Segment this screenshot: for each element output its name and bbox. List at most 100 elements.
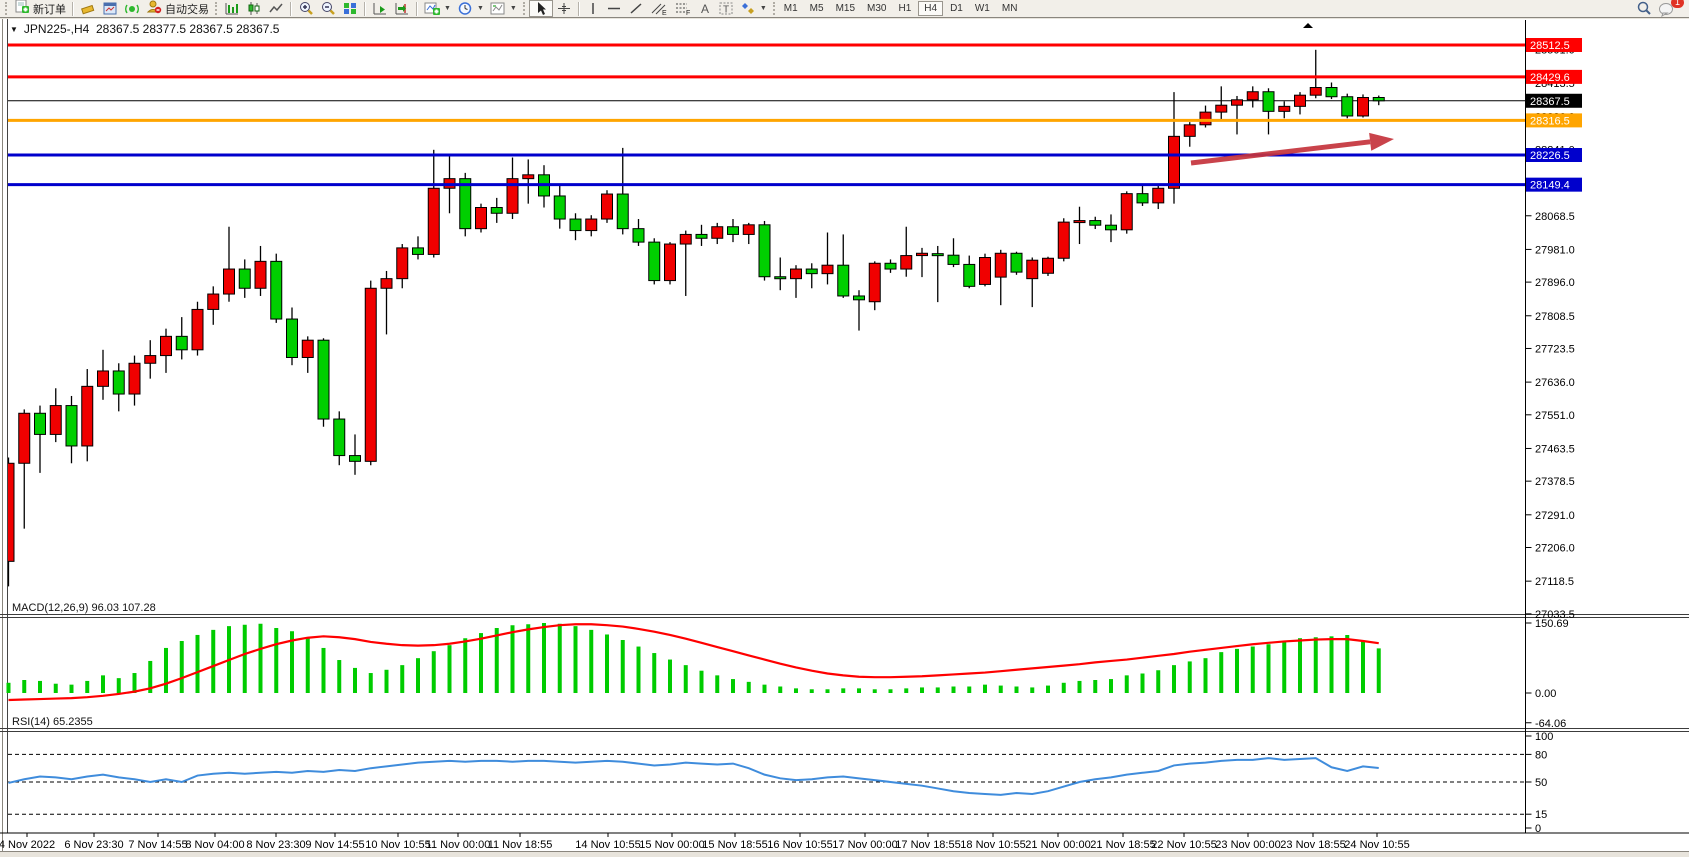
horizontal-line-tool-button[interactable]: [603, 0, 625, 17]
svg-text:27551.0: 27551.0: [1535, 410, 1575, 422]
fibonacci-tool-button[interactable]: F: [671, 0, 695, 17]
candle-body: [522, 174, 535, 180]
dropdown-caret-icon: ▼: [476, 5, 484, 12]
candle-body: [1325, 87, 1338, 98]
candle-body: [1357, 97, 1369, 117]
candle-body: [900, 255, 913, 270]
candle-body: [18, 412, 31, 464]
candle-body: [853, 295, 865, 301]
candle-body: [8, 462, 15, 562]
candle-body: [994, 252, 1007, 278]
candle-body: [1168, 135, 1180, 189]
svg-text:11 Nov 18:55: 11 Nov 18:55: [488, 839, 553, 851]
chat-button[interactable]: 1: [1655, 0, 1684, 17]
svg-text:21 Nov 18:55: 21 Nov 18:55: [1090, 839, 1155, 851]
periods-button[interactable]: ▼: [454, 0, 487, 17]
macd-signal-line: [8, 623, 1379, 702]
tile-windows-button[interactable]: [339, 0, 361, 17]
svg-text:0: 0: [1535, 823, 1541, 835]
timeframe-button-H4[interactable]: H4: [918, 1, 944, 16]
toolbar-separator: [364, 1, 366, 16]
candle-body: [1278, 105, 1291, 112]
search-button[interactable]: [1633, 0, 1655, 17]
eraser-button[interactable]: [77, 0, 99, 17]
equidistant-channel-tool-button[interactable]: E: [647, 0, 671, 17]
trendline-tool-button[interactable]: [625, 0, 647, 17]
svg-text:27033.5: 27033.5: [1535, 609, 1575, 621]
line-chart-type-button[interactable]: [265, 0, 287, 17]
timeframe-button-M30[interactable]: M30: [867, 3, 887, 14]
new-order-label: 新订单: [33, 3, 66, 16]
toolbar-drag-handle[interactable]: [522, 2, 526, 15]
dropdown-caret-icon: ▼: [759, 5, 767, 12]
candle-body: [1294, 94, 1306, 107]
macd-histogram: [6, 623, 1381, 693]
chart-canvas[interactable]: 28501.028413.528326.028241.028153.528068…: [0, 19, 1689, 852]
candle-body: [207, 293, 220, 310]
candlestick-type-button[interactable]: [243, 0, 265, 17]
candle-body: [821, 264, 834, 275]
svg-text:150.69: 150.69: [1535, 618, 1569, 630]
candle-body: [1309, 87, 1322, 96]
svg-text:15 Nov 00:00: 15 Nov 00:00: [639, 839, 704, 851]
candle-body: [380, 278, 393, 289]
new-order-icon: [14, 0, 30, 19]
candle-body: [65, 405, 78, 447]
trend-arrow-annotation[interactable]: [1190, 132, 1394, 166]
text-tool-button[interactable]: A: [695, 0, 715, 17]
timeframe-button-M15[interactable]: M15: [835, 3, 856, 14]
svg-text:F: F: [686, 10, 690, 16]
cursor-button[interactable]: [528, 0, 553, 17]
svg-text:16 Nov 10:55: 16 Nov 10:55: [767, 839, 832, 851]
toolbar-drag-handle[interactable]: [215, 2, 218, 15]
templates-button[interactable]: ▼: [487, 0, 520, 17]
svg-text:28316.5: 28316.5: [1530, 115, 1570, 127]
timeframe-button-M5[interactable]: M5: [809, 3, 824, 14]
new-order-button[interactable]: 新订单: [11, 0, 69, 17]
svg-text:-64.06: -64.06: [1535, 718, 1566, 730]
level-price-label: 28429.6: [1526, 69, 1582, 84]
indicators-button[interactable]: ▼: [421, 0, 454, 17]
timeframe-button-M1[interactable]: M1: [783, 3, 798, 14]
bar-chart-type-button[interactable]: [221, 0, 243, 17]
toolbar-drag-handle[interactable]: [5, 2, 8, 15]
svg-text:27118.5: 27118.5: [1535, 576, 1574, 588]
candle-body: [616, 193, 629, 230]
chart-symbol: JPN225-,H4: [23, 22, 90, 36]
zoom-out-button[interactable]: [317, 0, 339, 17]
time-axis[interactable]: 4 Nov 2022 6 Nov 23:30 7 Nov 14:558 Nov 04…: [0, 833, 1410, 851]
svg-text:A: A: [701, 2, 709, 16]
crosshair-button[interactable]: [553, 0, 575, 17]
vertical-line-tool-button[interactable]: [583, 0, 603, 17]
svg-text:7 Nov 14:55: 7 Nov 14:55: [128, 839, 187, 851]
price-axis[interactable]: 28501.028413.528326.028241.028153.528068…: [1525, 44, 1575, 621]
candle-body: [191, 308, 204, 351]
candle-body: [254, 260, 267, 289]
candle-body: [790, 268, 802, 280]
candle-body: [1215, 104, 1228, 113]
candle-body: [412, 247, 424, 255]
signal-button[interactable]: [121, 0, 143, 17]
arrows-tool-button[interactable]: ▼: [737, 0, 770, 17]
timeframe-button-D1[interactable]: D1: [950, 3, 963, 14]
svg-text:21 Nov 00:00: 21 Nov 00:00: [1025, 839, 1090, 851]
collapse-triangle-icon[interactable]: ▼: [10, 25, 18, 34]
zoom-in-button[interactable]: [295, 0, 317, 17]
chart-shift-button[interactable]: [391, 0, 413, 17]
auto-trading-icon: [146, 0, 162, 19]
auto-scroll-button[interactable]: [369, 0, 391, 17]
toolbar-drag-handle[interactable]: [772, 2, 776, 15]
candle-body: [1183, 124, 1196, 137]
auto-trading-button[interactable]: 自动交易: [143, 0, 212, 17]
text-label-tool-button[interactable]: T: [715, 0, 737, 17]
candle-body: [695, 233, 708, 239]
svg-text:27808.5: 27808.5: [1535, 311, 1575, 323]
svg-text:28429.6: 28429.6: [1530, 72, 1570, 84]
candle-body: [317, 339, 330, 420]
timeframe-button-W1[interactable]: W1: [974, 3, 990, 14]
charts-window-button[interactable]: [99, 0, 121, 17]
candle-body: [758, 224, 771, 278]
timeframe-button-H1[interactable]: H1: [898, 3, 912, 14]
candle-body: [963, 263, 976, 287]
timeframe-button-MN[interactable]: MN: [1001, 3, 1018, 14]
